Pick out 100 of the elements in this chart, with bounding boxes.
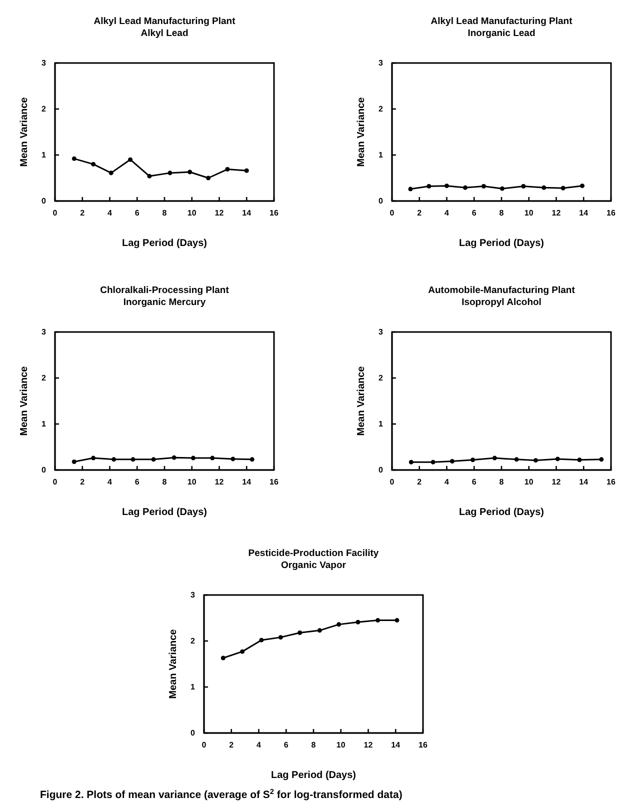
y-tick-label: 0: [378, 196, 384, 206]
chart-subtitle: Inorganic Lead: [468, 28, 536, 39]
x-tick-label: 6: [472, 478, 477, 487]
y-tick-label: 2: [190, 636, 196, 646]
x-tick-label: 0: [202, 740, 207, 750]
chart-title: Pesticide-Production Facility: [248, 548, 380, 559]
x-tick-label: 10: [187, 208, 197, 218]
y-tick-label: 1: [42, 420, 47, 429]
chart-subtitle: Organic Vapor: [281, 560, 346, 571]
point: [147, 174, 152, 178]
chart-title: Chloralkali-Processing Plant: [100, 285, 230, 296]
point: [356, 620, 360, 624]
x-axis-title: Lag Period (Days): [458, 238, 544, 249]
x-tick-label: 16: [606, 478, 616, 487]
chart-subtitle: Alkyl Lead: [140, 28, 188, 39]
chart-subtitle: Isopropyl Alcohol: [462, 297, 542, 308]
x-tick-label: 6: [284, 740, 289, 750]
y-tick-label: 3: [190, 590, 196, 600]
x-tick-label: 14: [242, 478, 252, 487]
chart-title: Alkyl Lead Manufacturing Plant: [94, 16, 236, 27]
x-tick-label: 10: [524, 478, 534, 487]
y-tick-label: 1: [42, 150, 47, 160]
x-tick-label: 12: [214, 208, 224, 218]
x-axis-title: Lag Period (Days): [122, 507, 208, 518]
point: [220, 656, 226, 660]
x-tick-label: 4: [108, 478, 113, 487]
x-tick-label: 8: [499, 478, 504, 487]
x-tick-label: 4: [108, 208, 113, 218]
x-tick-label: 12: [214, 478, 224, 487]
x-tick-label: 16: [606, 208, 616, 218]
y-axis-title: Mean Variance: [356, 96, 367, 167]
x-tick-label: 8: [162, 478, 168, 487]
y-tick-label: 0: [42, 466, 47, 475]
x-tick-label: 0: [52, 478, 58, 487]
x-tick-label: 2: [80, 208, 86, 218]
y-tick-label: 3: [42, 58, 47, 68]
x-tick-label: 12: [552, 208, 562, 218]
x-tick-label: 6: [472, 208, 477, 218]
x-tick-label: 4: [256, 740, 262, 750]
y-tick-label: 1: [378, 150, 384, 160]
point: [206, 176, 211, 180]
x-tick-label: 0: [52, 208, 58, 218]
x-tick-label: 0: [390, 208, 395, 218]
y-tick-label: 2: [42, 104, 47, 114]
point: [278, 635, 283, 640]
point: [128, 157, 133, 162]
point: [72, 156, 76, 161]
point: [298, 630, 302, 635]
y-tick-label: 3: [42, 328, 47, 337]
caption: Figure 2. Plots of mean variance (average of S$^{2}$ for log-transformed data): [40, 786, 402, 801]
x-axis-title: Lag Period (Days): [270, 770, 356, 781]
x-tick-label: 12: [364, 740, 374, 750]
point: [259, 638, 264, 642]
point: [91, 162, 96, 166]
x-tick-label: 2: [229, 740, 234, 750]
x-tick-label: 0: [390, 478, 395, 487]
chart-subtitle: Inorganic Mercury: [123, 297, 206, 308]
x-tick-label: 10: [336, 740, 346, 750]
y-tick-label: 0: [42, 196, 47, 206]
x-tick-label: 4: [444, 208, 450, 218]
x-tick-label: 8: [499, 208, 504, 218]
x-tick-label: 16: [270, 208, 279, 218]
point: [188, 170, 192, 174]
chart-title: Automobile-Manufacturing Plant: [428, 285, 576, 296]
x-tick-label: 10: [187, 478, 197, 487]
point: [317, 628, 322, 633]
point: [244, 168, 249, 173]
point: [376, 618, 380, 623]
y-tick-label: 2: [378, 104, 384, 114]
y-tick-label: 2: [42, 374, 47, 383]
point: [108, 170, 114, 176]
x-tick-label: 6: [134, 208, 140, 218]
x-tick-label: 14: [579, 478, 589, 487]
y-axis-title: Mean Variance: [356, 366, 367, 436]
x-tick-label: 10: [524, 208, 534, 218]
x-tick-label: 8: [162, 208, 168, 218]
y-tick-label: 1: [378, 420, 384, 429]
y-tick-label: 3: [378, 58, 384, 68]
x-tick-label: 14: [391, 740, 401, 750]
point: [225, 167, 230, 172]
x-tick-label: 16: [270, 478, 279, 487]
x-tick-label: 8: [311, 740, 316, 750]
y-tick-label: 3: [378, 328, 384, 337]
x-axis-title: Lag Period (Days): [122, 238, 208, 249]
x-axis-title: Lag Period (Days): [458, 507, 544, 518]
y-axis-title: Mean Variance: [19, 366, 30, 436]
y-axis-title: Mean Variance: [168, 628, 179, 699]
y-axis-title: Mean Variance: [19, 96, 30, 167]
point: [336, 622, 342, 627]
y-tick-label: 0: [190, 728, 196, 738]
x-tick-label: 2: [80, 478, 86, 487]
x-tick-label: 4: [444, 478, 450, 487]
y-tick-label: 0: [378, 466, 384, 475]
x-tick-label: 2: [417, 208, 422, 218]
x-tick-label: 16: [418, 740, 428, 750]
x-tick-label: 2: [417, 478, 422, 487]
y-tick-label: 2: [378, 374, 384, 383]
y-tick-label: 1: [190, 682, 196, 692]
x-tick-label: 6: [134, 478, 140, 487]
point: [240, 649, 245, 654]
